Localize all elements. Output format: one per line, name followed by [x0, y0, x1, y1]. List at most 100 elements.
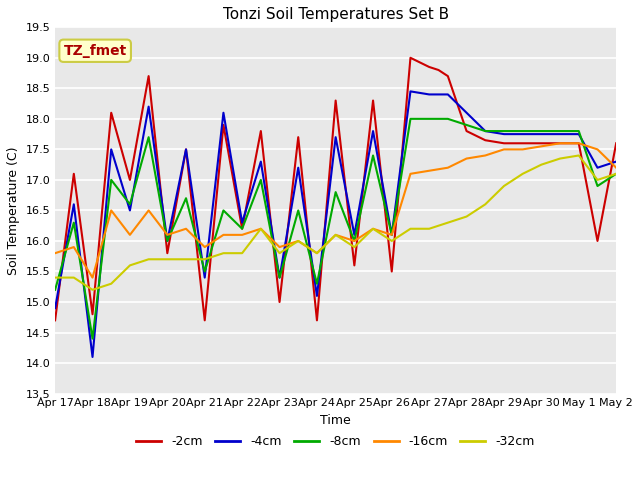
-4cm [108, 146, 115, 152]
-4cm [351, 232, 358, 238]
-2cm [538, 140, 545, 146]
Legend: -2cm, -4cm, -8cm, -16cm, -32cm: -2cm, -4cm, -8cm, -16cm, -32cm [131, 430, 540, 453]
-2cm [481, 137, 489, 143]
-32cm [276, 250, 284, 256]
-2cm [435, 67, 442, 73]
-32cm [332, 232, 339, 238]
-32cm [388, 238, 396, 244]
-8cm [481, 128, 489, 134]
-16cm [145, 207, 152, 213]
-2cm [612, 140, 620, 146]
-2cm [182, 146, 190, 152]
-2cm [238, 226, 246, 232]
-2cm [313, 317, 321, 323]
-8cm [426, 116, 433, 122]
-8cm [538, 128, 545, 134]
-8cm [612, 171, 620, 177]
-16cm [70, 244, 77, 250]
-4cm [126, 207, 134, 213]
-4cm [51, 305, 59, 311]
-16cm [426, 168, 433, 174]
-8cm [556, 128, 564, 134]
-16cm [351, 238, 358, 244]
-4cm [463, 110, 470, 116]
-32cm [556, 156, 564, 161]
-4cm [444, 92, 452, 97]
-32cm [519, 171, 527, 177]
-4cm [257, 159, 265, 165]
-32cm [108, 281, 115, 287]
Title: Tonzi Soil Temperatures Set B: Tonzi Soil Temperatures Set B [223, 7, 449, 22]
-2cm [594, 238, 602, 244]
-32cm [257, 226, 265, 232]
-32cm [481, 202, 489, 207]
-32cm [351, 244, 358, 250]
-32cm [201, 256, 209, 262]
-32cm [238, 250, 246, 256]
-8cm [126, 202, 134, 207]
-4cm [556, 131, 564, 137]
-16cm [575, 140, 582, 146]
-4cm [294, 165, 302, 170]
-4cm [538, 131, 545, 137]
-4cm [182, 146, 190, 152]
-4cm [89, 354, 97, 360]
-32cm [594, 177, 602, 183]
-2cm [108, 110, 115, 116]
-16cm [519, 146, 527, 152]
-16cm [406, 171, 414, 177]
-16cm [238, 232, 246, 238]
-4cm [220, 110, 227, 116]
Line: -2cm: -2cm [55, 58, 616, 320]
-2cm [444, 73, 452, 79]
Line: -4cm: -4cm [55, 91, 616, 357]
-8cm [594, 183, 602, 189]
-8cm [332, 189, 339, 195]
Line: -8cm: -8cm [55, 119, 616, 339]
-16cm [594, 146, 602, 152]
-32cm [500, 183, 508, 189]
-4cm [276, 275, 284, 280]
-16cm [313, 250, 321, 256]
-32cm [612, 171, 620, 177]
-16cm [481, 153, 489, 158]
-16cm [500, 146, 508, 152]
-16cm [182, 226, 190, 232]
-2cm [51, 317, 59, 323]
-32cm [426, 226, 433, 232]
-8cm [108, 177, 115, 183]
-16cm [126, 232, 134, 238]
-4cm [238, 220, 246, 226]
-16cm [369, 226, 377, 232]
-2cm [70, 171, 77, 177]
-8cm [294, 207, 302, 213]
-32cm [294, 238, 302, 244]
-32cm [163, 256, 171, 262]
Y-axis label: Soil Temperature (C): Soil Temperature (C) [7, 146, 20, 275]
-2cm [145, 73, 152, 79]
-2cm [556, 140, 564, 146]
-8cm [51, 287, 59, 293]
-16cm [463, 156, 470, 161]
-32cm [463, 214, 470, 219]
-16cm [556, 140, 564, 146]
-2cm [351, 263, 358, 268]
-8cm [444, 116, 452, 122]
-8cm [500, 128, 508, 134]
-4cm [70, 202, 77, 207]
-4cm [426, 92, 433, 97]
-16cm [220, 232, 227, 238]
-8cm [388, 232, 396, 238]
-16cm [51, 250, 59, 256]
-8cm [351, 238, 358, 244]
-4cm [313, 293, 321, 299]
Line: -16cm: -16cm [55, 143, 616, 277]
-16cm [257, 226, 265, 232]
-4cm [406, 88, 414, 94]
-4cm [145, 104, 152, 109]
-16cm [89, 275, 97, 280]
-4cm [481, 128, 489, 134]
-32cm [220, 250, 227, 256]
Line: -32cm: -32cm [55, 156, 616, 290]
-4cm [594, 165, 602, 170]
